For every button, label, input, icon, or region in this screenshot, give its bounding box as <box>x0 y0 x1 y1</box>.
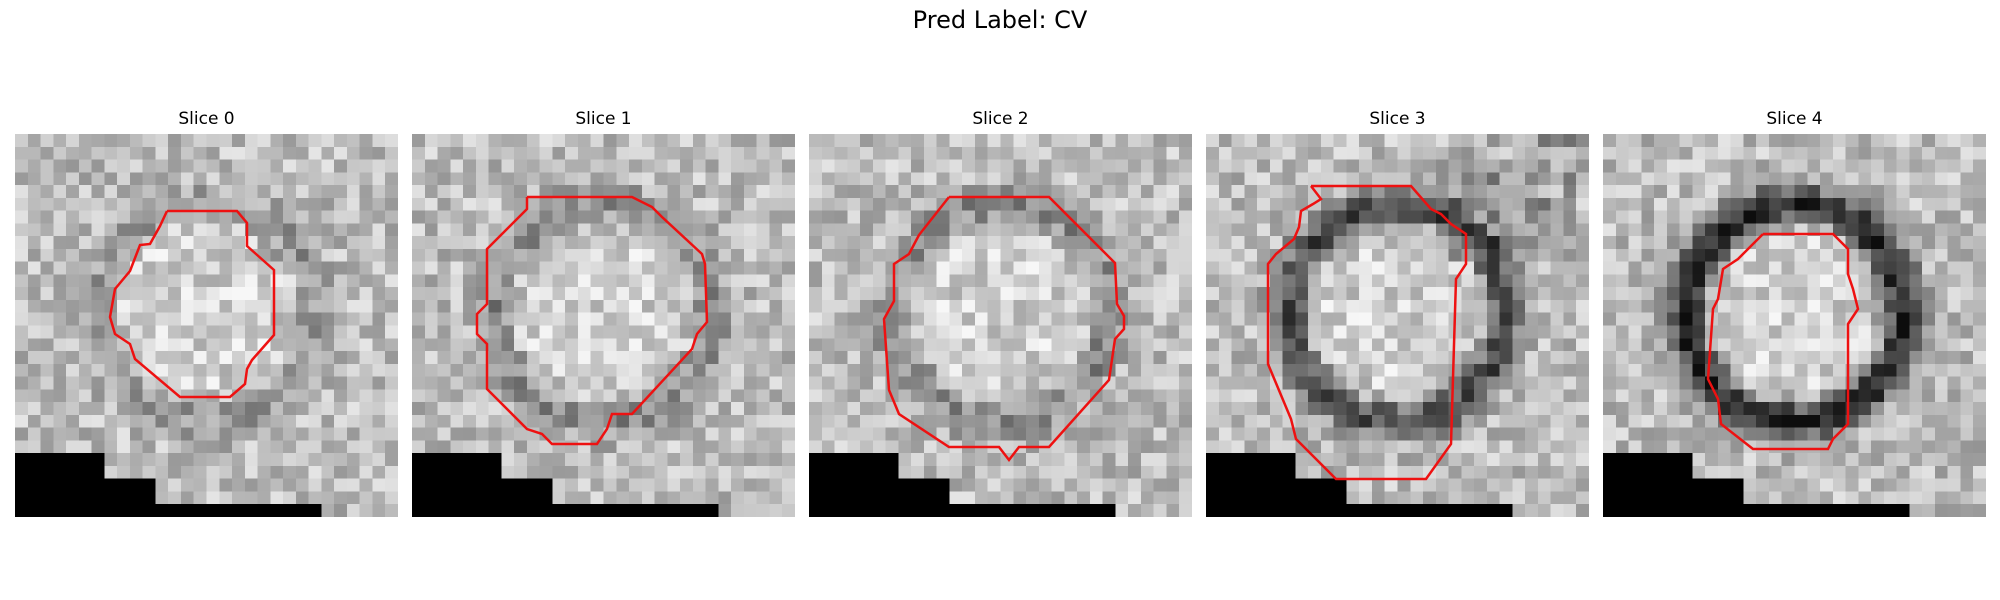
contour-overlay-1 <box>475 195 709 446</box>
slice-image-2 <box>809 134 1192 517</box>
segmentation-contour-2 <box>882 195 1126 463</box>
slice-image-0 <box>15 134 398 517</box>
slice-panel-4: Slice 4 <box>1603 108 1986 517</box>
contour-overlay-2 <box>882 195 1126 463</box>
figure-title: Pred Label: CV <box>912 6 1088 34</box>
slice-panel-2: Slice 2 <box>809 108 1192 517</box>
slice-panel-3: Slice 3 <box>1206 108 1589 517</box>
contour-overlay-0 <box>108 209 276 399</box>
segmentation-contour-1 <box>475 195 709 446</box>
grayscale-micrograph-3 <box>1206 134 1589 517</box>
slice-image-3 <box>1206 134 1589 517</box>
slice-panel-0: Slice 0 <box>15 108 398 517</box>
contour-overlay-3 <box>1266 184 1468 481</box>
slice-title-0: Slice 0 <box>178 109 235 129</box>
slice-panel-1: Slice 1 <box>412 108 795 517</box>
segmentation-contour-0 <box>108 209 276 399</box>
slice-title-1: Slice 1 <box>575 109 632 129</box>
slice-title-2: Slice 2 <box>972 109 1029 129</box>
segmentation-contour-3 <box>1266 184 1468 481</box>
contour-overlay-4 <box>1706 232 1860 451</box>
grayscale-micrograph-4 <box>1603 134 1986 517</box>
segmentation-contour-4 <box>1706 232 1860 451</box>
slice-title-4: Slice 4 <box>1766 109 1823 129</box>
slice-title-3: Slice 3 <box>1369 109 1426 129</box>
slice-image-4 <box>1603 134 1986 517</box>
slice-image-1 <box>412 134 795 517</box>
grayscale-micrograph-0 <box>15 134 398 517</box>
